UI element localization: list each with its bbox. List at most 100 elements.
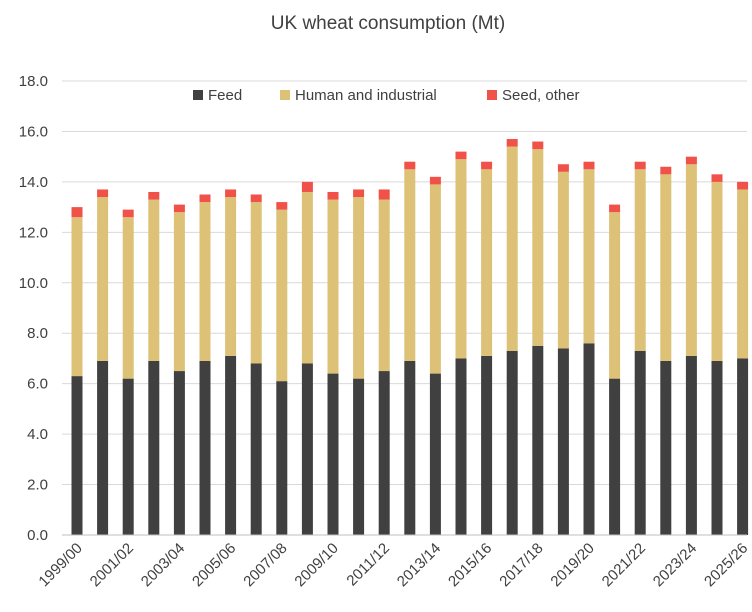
x-tick-label: 2025/26 (701, 540, 751, 590)
legend-label: Feed (208, 87, 242, 104)
bar-segment-human-and-industrial (378, 199, 390, 372)
bar-segment-human-and-industrial (225, 197, 237, 356)
bar-segment-seed-other (609, 204, 621, 213)
bar-segment-feed (122, 378, 134, 535)
bar-segment-feed (353, 378, 365, 535)
x-tick-label: 2009/10 (291, 540, 341, 590)
y-tick-label: 0.0 (27, 527, 48, 544)
y-tick-label: 16.0 (19, 123, 48, 140)
y-tick-label: 18.0 (19, 73, 48, 90)
bar-segment-feed (250, 363, 262, 535)
bar-segment-human-and-industrial (250, 202, 262, 364)
bar-segment-human-and-industrial (301, 191, 313, 364)
bar-segment-feed (148, 360, 160, 535)
bar-segment-feed (378, 371, 390, 535)
bar-segment-seed-other (148, 191, 160, 200)
bar-segment-feed (634, 350, 646, 535)
bar-segment-feed (583, 343, 595, 535)
bar-segment-feed (199, 360, 211, 535)
y-tick-label: 2.0 (27, 477, 48, 494)
bar-segment-human-and-industrial (481, 169, 493, 356)
bar-segment-seed-other (429, 176, 441, 185)
bar-segment-human-and-industrial (199, 202, 211, 361)
legend-label: Seed, other (502, 87, 580, 104)
y-tick-label: 10.0 (19, 275, 48, 292)
y-tick-label: 6.0 (27, 376, 48, 393)
x-tick-label: 2021/22 (599, 540, 649, 590)
bar-segment-seed-other (276, 202, 288, 210)
bar-segment-feed (685, 355, 697, 535)
bar-segment-seed-other (97, 189, 109, 198)
bar-segment-feed (481, 355, 493, 535)
bar-segment-seed-other (327, 191, 339, 200)
bar-segment-seed-other (660, 166, 672, 175)
x-tick-label: 2015/16 (445, 540, 495, 590)
bar-segment-feed (404, 360, 416, 535)
x-tick-label: 1999/00 (35, 540, 85, 590)
x-tick-label: 2023/24 (650, 540, 700, 590)
bar-segment-human-and-industrial (429, 184, 441, 374)
bar-segment-human-and-industrial (737, 189, 749, 359)
y-tick-label: 12.0 (19, 224, 48, 241)
bar-segment-human-and-industrial (122, 217, 134, 379)
bar-segment-human-and-industrial (455, 159, 467, 359)
bar-segment-human-and-industrial (583, 169, 595, 344)
bar-segment-seed-other (711, 174, 723, 182)
bar-segment-seed-other (378, 189, 390, 200)
bar-segment-seed-other (199, 194, 211, 203)
legend-label: Human and industrial (295, 87, 437, 104)
bar-segment-seed-other (71, 207, 83, 218)
bar-segment-seed-other (737, 181, 749, 190)
bar-segment-seed-other (455, 151, 467, 160)
bar-segment-seed-other (173, 204, 185, 213)
bar-segment-seed-other (634, 161, 646, 170)
bar-segment-seed-other (583, 161, 595, 170)
bar-segment-human-and-industrial (532, 149, 544, 346)
legend-swatch (280, 90, 290, 100)
bar-segment-seed-other (353, 189, 365, 198)
bar-segment-feed (660, 360, 672, 535)
legend-swatch (487, 90, 497, 100)
bar-segment-human-and-industrial (609, 212, 621, 379)
bar-segment-human-and-industrial (506, 146, 518, 351)
chart-title: UK wheat consumption (Mt) (271, 13, 505, 34)
x-tick-label: 2013/14 (394, 540, 444, 590)
bar-segment-human-and-industrial (148, 199, 160, 361)
bar-segment-feed (71, 376, 83, 535)
bar-segment-seed-other (506, 139, 518, 147)
y-tick-label: 4.0 (27, 426, 48, 443)
legend-swatch (193, 90, 203, 100)
bar-segment-feed (455, 358, 467, 535)
bar-segment-human-and-industrial (97, 197, 109, 361)
bar-segment-seed-other (225, 189, 237, 198)
y-tick-label: 14.0 (19, 174, 48, 191)
bar-segment-feed (429, 373, 441, 535)
bar-segment-feed (276, 381, 288, 535)
bar-segment-human-and-industrial (660, 174, 672, 361)
bar-segment-human-and-industrial (711, 181, 723, 361)
bars (71, 139, 749, 535)
bar-segment-human-and-industrial (327, 199, 339, 374)
legend: Feed Human and industrial Seed, other (193, 87, 580, 104)
bar-segment-feed (225, 355, 237, 535)
bar-segment-seed-other (557, 164, 569, 172)
bar-segment-feed (173, 371, 185, 535)
bar-segment-seed-other (481, 161, 493, 170)
bar-segment-human-and-industrial (71, 217, 83, 377)
bar-segment-seed-other (404, 161, 416, 170)
bar-segment-human-and-industrial (404, 169, 416, 361)
bar-segment-seed-other (532, 141, 544, 150)
bar-segment-feed (301, 363, 313, 535)
bar-segment-human-and-industrial (685, 164, 697, 356)
bar-segment-human-and-industrial (353, 197, 365, 379)
x-tick-label: 2017/18 (496, 540, 546, 590)
bar-segment-feed (506, 350, 518, 535)
x-tick-label: 2005/06 (189, 540, 239, 590)
x-tick-label: 2003/04 (138, 540, 188, 590)
bar-segment-feed (737, 358, 749, 535)
bar-segment-human-and-industrial (634, 169, 646, 351)
bar-segment-human-and-industrial (557, 171, 569, 349)
bar-segment-feed (327, 373, 339, 535)
